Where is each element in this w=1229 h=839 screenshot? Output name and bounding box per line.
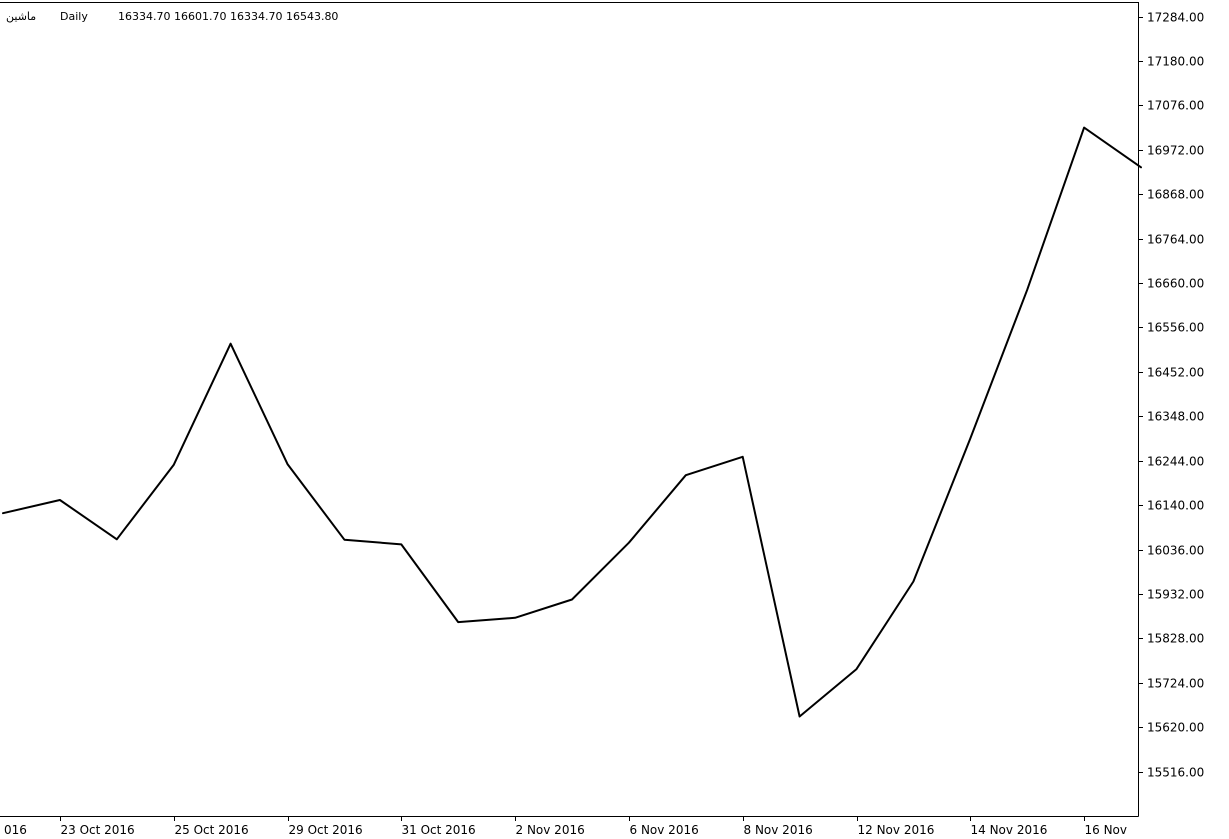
y-tick-label: 16764.00 bbox=[1147, 233, 1204, 247]
x-tick-label: 31 Oct 2016 bbox=[402, 823, 476, 837]
chart-header: ماشین Daily 16334.70 16601.70 16334.70 1… bbox=[6, 10, 338, 23]
ohlc-values: 16334.70 16601.70 16334.70 16543.80 bbox=[118, 10, 338, 23]
y-tick-label: 16348.00 bbox=[1147, 410, 1204, 424]
timeframe-label: Daily bbox=[60, 10, 88, 23]
x-tick-label: 12 Nov 2016 bbox=[858, 823, 935, 837]
x-tick-label: 16 Nov bbox=[1085, 823, 1128, 837]
x-tick-label: 14 Nov 2016 bbox=[971, 823, 1048, 837]
y-tick-label: 16036.00 bbox=[1147, 544, 1204, 558]
series-group bbox=[2, 126, 1142, 718]
x-axis: 016 23 Oct 2016 25 Oct 2016 29 Oct 2016 31 O… bbox=[4, 816, 1127, 837]
y-tick-label: 15620.00 bbox=[1147, 721, 1204, 735]
y-tick-label: 16972.00 bbox=[1147, 144, 1204, 158]
y-tick-label: 16868.00 bbox=[1147, 188, 1204, 202]
y-tick-label: 16244.00 bbox=[1147, 455, 1204, 469]
axes bbox=[0, 2, 1139, 817]
y-axis: 17284.00 17180.00 17076.00 16972.00 16868.00… bbox=[1138, 11, 1204, 780]
y-tick-label: 15516.00 bbox=[1147, 766, 1204, 780]
symbol-label: ماشین bbox=[6, 10, 36, 23]
y-tick-label: 15932.00 bbox=[1147, 588, 1204, 602]
y-tick-label: 17180.00 bbox=[1147, 55, 1204, 69]
x-tick-label: 23 Oct 2016 bbox=[61, 823, 135, 837]
x-tick-label: 016 bbox=[4, 823, 27, 837]
y-tick-label: 16452.00 bbox=[1147, 366, 1204, 380]
x-tick-label: 6 Nov 2016 bbox=[630, 823, 699, 837]
y-tick-label: 17076.00 bbox=[1147, 99, 1204, 113]
x-tick-label: 8 Nov 2016 bbox=[744, 823, 813, 837]
y-tick-label: 15828.00 bbox=[1147, 632, 1204, 646]
price-line bbox=[2, 126, 1142, 718]
y-tick-label: 16556.00 bbox=[1147, 321, 1204, 335]
x-tick-label: 29 Oct 2016 bbox=[289, 823, 363, 837]
y-tick-label: 15724.00 bbox=[1147, 677, 1204, 691]
x-tick-label: 25 Oct 2016 bbox=[175, 823, 249, 837]
x-tick-label: 2 Nov 2016 bbox=[516, 823, 585, 837]
y-tick-label: 17284.00 bbox=[1147, 11, 1204, 25]
y-tick-label: 16140.00 bbox=[1147, 499, 1204, 513]
y-tick-label: 16660.00 bbox=[1147, 277, 1204, 291]
